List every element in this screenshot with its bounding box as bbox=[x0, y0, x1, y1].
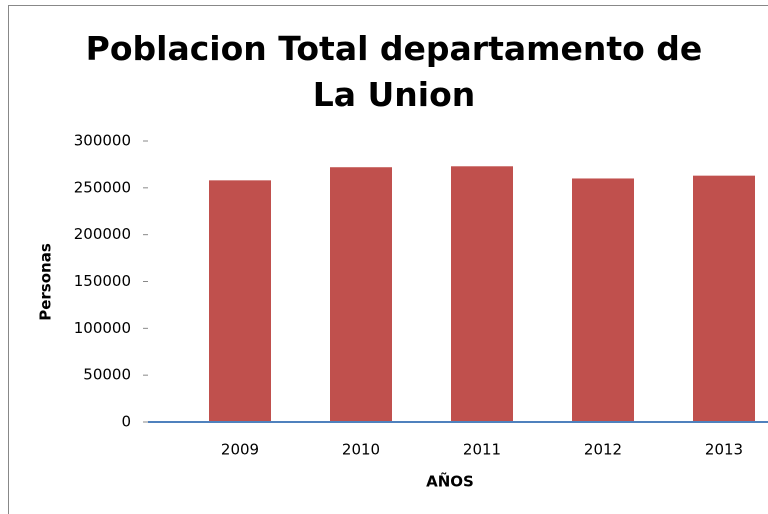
x-tick-label: 2013 bbox=[705, 441, 743, 459]
y-tick-label: 50000 bbox=[83, 366, 131, 384]
bar bbox=[330, 167, 392, 422]
y-tick-label: 100000 bbox=[74, 319, 131, 337]
y-tick-label: 150000 bbox=[74, 272, 131, 290]
y-axis-label: Personas bbox=[37, 243, 55, 321]
bar bbox=[209, 180, 271, 422]
bar bbox=[451, 166, 513, 422]
x-tick-label: 2011 bbox=[463, 441, 501, 459]
y-tick-label: 250000 bbox=[74, 178, 131, 196]
chart-title: Poblacion Total departamento de La Union bbox=[85, 29, 703, 114]
x-tick-label: 2010 bbox=[342, 441, 380, 459]
bar bbox=[693, 175, 755, 422]
x-tick-label: 2009 bbox=[221, 441, 259, 459]
y-tick-label: 300000 bbox=[74, 132, 131, 150]
x-axis-label: AÑOS bbox=[426, 472, 474, 491]
bar bbox=[572, 178, 634, 422]
x-tick-label: 2012 bbox=[584, 441, 622, 459]
chart-border bbox=[8, 5, 768, 514]
y-tick-label: 200000 bbox=[74, 225, 131, 243]
y-tick-label: 0 bbox=[121, 413, 131, 431]
